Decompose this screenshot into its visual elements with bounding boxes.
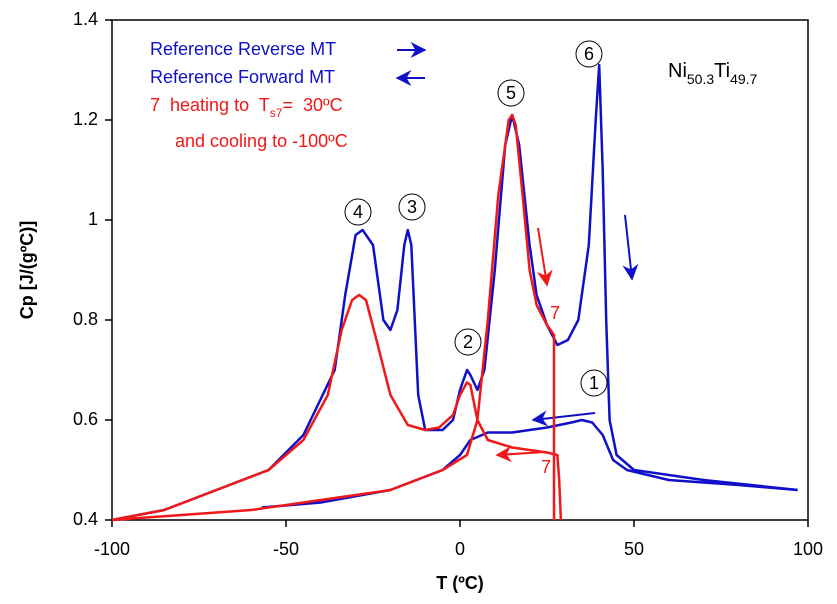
legend-label: Reference Forward MT [150, 67, 335, 87]
legend-label: and cooling to -100ºC [175, 131, 348, 151]
annotation: 2 [463, 332, 473, 352]
annotation-circle [344, 198, 372, 226]
annotation: 1 [589, 373, 599, 393]
legend-label: 7 heating to Ts7= 30ºC [150, 95, 343, 120]
x-tick-label: 0 [455, 539, 465, 559]
y-tick-label: 0.4 [73, 509, 98, 529]
annotation-circle [580, 369, 608, 397]
annotation-circle [575, 40, 603, 68]
y-tick-label: 0.6 [73, 409, 98, 429]
annotation: 5 [506, 83, 516, 103]
y-tick-label: 0.8 [73, 309, 98, 329]
annotation-circle [454, 328, 482, 356]
annotation: 4 [353, 202, 363, 222]
y-tick-label: 1 [88, 209, 98, 229]
arrow [495, 446, 546, 463]
annotation-circle [497, 79, 525, 107]
x-tick-label: 100 [793, 539, 823, 559]
annotation-circle [398, 193, 426, 221]
arrows [395, 42, 639, 463]
chart-title: Ni50.3Ti49.7 [668, 60, 758, 86]
annotation: 7 [550, 303, 560, 323]
annotation: 7 [541, 457, 551, 477]
data-line [261, 418, 798, 509]
legend-label: Reference Reverse MT [150, 39, 336, 59]
annotation: 6 [584, 44, 594, 64]
y-tick-label: 1.4 [73, 9, 98, 29]
arrow [531, 410, 596, 427]
arrow [622, 214, 639, 281]
y-axis-title: Cp [J/(gºC)] [17, 221, 37, 320]
data-line [111, 63, 798, 522]
y-tick-label: 1.2 [73, 109, 98, 129]
data-line [111, 113, 563, 522]
annotation: 3 [407, 197, 417, 217]
x-tick-label: 50 [624, 539, 644, 559]
x-tick-label: -100 [94, 539, 130, 559]
x-axis-title: T (ºC) [436, 573, 484, 593]
arrow [536, 227, 553, 287]
x-tick-label: -50 [273, 539, 299, 559]
